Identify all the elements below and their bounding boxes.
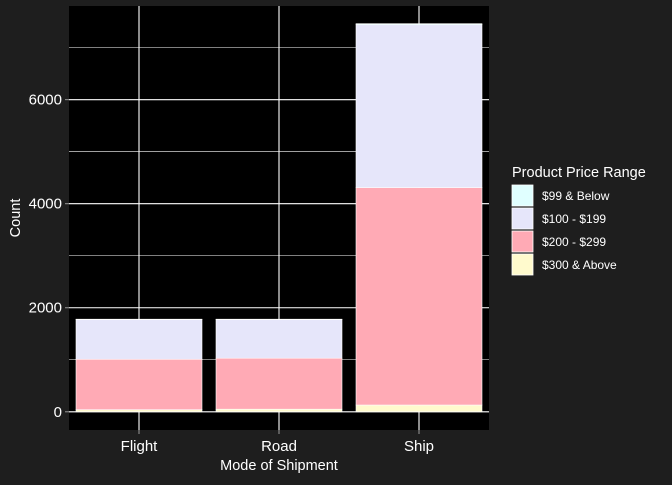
- legend-swatch: [511, 184, 534, 207]
- x-tick-label: Ship: [404, 438, 434, 455]
- bar-segment: Road - $100 - $199: 740: [215, 319, 343, 359]
- legend-swatch: [511, 253, 534, 276]
- legend-label: $300 & Above: [542, 258, 617, 272]
- bar-segment: Ship - $200 - $299: 4180: [355, 187, 483, 406]
- bar-segment: Ship - $99 & Below: 20: [355, 23, 483, 26]
- y-tick-label: 6000: [29, 92, 62, 109]
- legend-label: $100 - $199: [542, 212, 606, 226]
- legend-swatch: [511, 207, 534, 230]
- bar-segment: Flight - $200 - $299: 970: [75, 358, 203, 411]
- bar-segment: Flight - $300 & Above: 40: [75, 409, 203, 413]
- legend-label: $200 - $299: [542, 235, 606, 249]
- bar-segment: Flight - $100 - $199: 760: [75, 319, 203, 360]
- x-tick-label: Flight: [121, 438, 159, 455]
- legend-swatch: [511, 230, 534, 253]
- bar-segment: Ship - $100 - $199: 3130: [355, 24, 483, 188]
- bar-segment: Road - $200 - $299: 980: [215, 357, 343, 410]
- legend-title: Product Price Range: [512, 165, 646, 181]
- bar-segment: Flight - $99 & Below: 10: [75, 318, 203, 321]
- bar-segment: Ship - $300 & Above: 130: [355, 404, 483, 413]
- legend-label: $99 & Below: [542, 189, 610, 203]
- y-tick-label: 0: [54, 404, 62, 421]
- y-axis-title: Count: [8, 199, 24, 238]
- bar-segment: Road - $300 & Above: 50: [215, 408, 343, 413]
- x-axis-title: Mode of Shipment: [220, 458, 338, 474]
- y-tick-label: 4000: [29, 196, 62, 213]
- x-tick-label: Road: [261, 438, 297, 455]
- y-tick-label: 2000: [29, 300, 62, 317]
- bar-segment: Road - $99 & Below: 10: [215, 318, 343, 321]
